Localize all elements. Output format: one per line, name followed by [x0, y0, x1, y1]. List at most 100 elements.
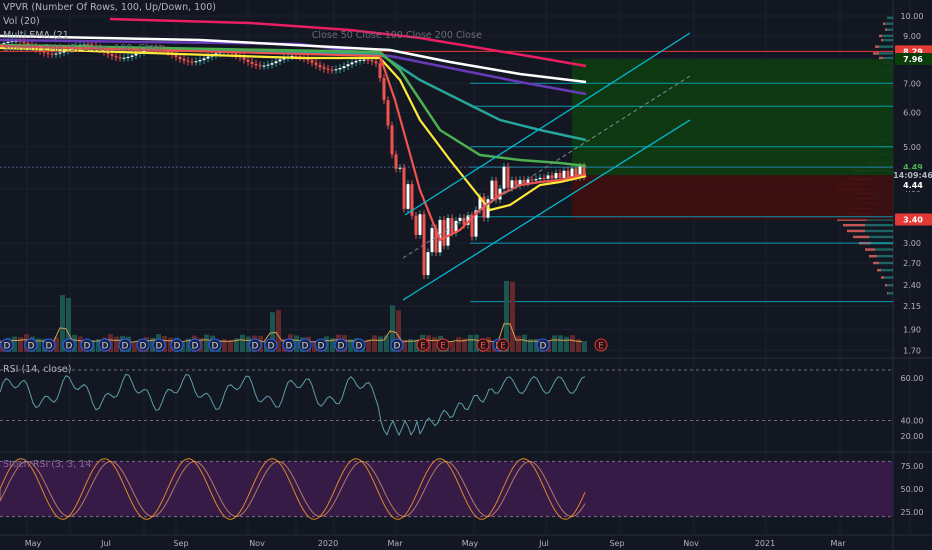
earnings-marker-label-1: E [440, 342, 446, 352]
volume-bar-86 [516, 336, 521, 352]
volume-bar-92 [552, 335, 557, 352]
candle-body-29 [119, 57, 122, 58]
vpvr-down-37 [873, 262, 879, 264]
candle-body-86 [347, 64, 350, 66]
time-label-7: Jul [538, 539, 549, 548]
candle-body-64 [259, 65, 262, 66]
legend-vpvr-text: VPVR (Number Of Rows, 100, Up/Down, 100) [3, 2, 216, 13]
time-label-11: Mar [830, 539, 846, 548]
time-label-6: May [462, 539, 479, 548]
dividend-marker-label-4: D [84, 342, 91, 352]
candle-body-63 [255, 64, 258, 65]
dividend-marker-label-6: D [122, 342, 129, 352]
legend-vol-text: Vol (20) [3, 16, 40, 27]
price-tick-11: 1.90 [903, 325, 921, 334]
candle-body-77 [311, 60, 314, 62]
vpvr-down-7 [879, 57, 883, 59]
vpvr-down-4 [881, 39, 883, 41]
candle-body-60 [243, 57, 246, 59]
candle-body-114 [459, 218, 462, 221]
volume-bar-85 [510, 282, 515, 352]
time-label-5: Mar [387, 539, 403, 548]
vpvr-down-36 [869, 255, 877, 257]
candle-body-48 [195, 61, 198, 62]
legend-multi-ema[interactable]: Multi EMA (21 Close 50 Close 100 Close 2… [3, 30, 482, 41]
vpvr-down-40 [885, 284, 887, 286]
candle-body-81 [327, 69, 330, 70]
dividend-marker-label-10: D [192, 342, 199, 352]
rsi-tick-1: 40.00 [901, 417, 924, 426]
dividend-marker-label-5: D [102, 342, 109, 352]
legend-smooth-ema-text: Smooth EMA (5, Close, 100, Close [3, 43, 164, 54]
volume-bar-76 [456, 337, 461, 352]
candle-body-106 [427, 252, 430, 275]
vpvr-down-6 [873, 52, 879, 54]
candle-body-80 [323, 67, 326, 69]
earnings-marker-label-2: E [480, 342, 486, 352]
vpvr-down-33 [853, 236, 869, 238]
candle-body-103 [415, 216, 418, 235]
candle-body-110 [443, 220, 446, 246]
candle-body-83 [335, 69, 338, 70]
candle-body-67 [271, 63, 274, 64]
candle-body-97 [391, 125, 394, 154]
candle-body-104 [419, 214, 422, 235]
candle-body-31 [127, 57, 130, 58]
volume-bar-97 [582, 341, 587, 352]
dividend-marker-label-9: D [174, 342, 181, 352]
volume-bar-72 [432, 337, 437, 352]
candle-body-101 [407, 184, 410, 209]
candle-body-61 [247, 60, 250, 62]
candle-body-122 [491, 181, 494, 200]
legend-smooth-ema[interactable]: Smooth EMA (5, Close, 100, Close [3, 43, 164, 54]
candle-body-49 [199, 60, 202, 61]
price-label-5: 3.40 [903, 216, 923, 225]
stoch-title[interactable]: Stoch RSI (3, 3, 14 [3, 459, 91, 470]
legend-vol[interactable]: Vol (20) [3, 16, 40, 27]
rsi-title[interactable]: RSI (14, close) [3, 364, 71, 375]
time-label-0: May [25, 539, 42, 548]
vpvr-down-3 [879, 35, 882, 37]
candle-body-84 [339, 68, 342, 69]
volume-bar-95 [570, 335, 575, 352]
candle-body-85 [343, 66, 346, 68]
candle-body-33 [135, 54, 138, 56]
candle-body-90 [363, 60, 366, 61]
volume-bar-94 [564, 337, 569, 352]
loss-zone [572, 175, 893, 219]
legend-multi-ema-text: Multi EMA (21 [3, 30, 69, 41]
time-label-3: Nov [249, 539, 265, 548]
dividend-marker-label-17: D [338, 342, 345, 352]
price-tick-7: 3.00 [903, 239, 921, 248]
vpvr-down-31 [843, 224, 865, 226]
candle-body-96 [387, 100, 390, 125]
candle-body-68 [275, 61, 278, 63]
candle-body-92 [371, 60, 374, 61]
stoch-tick-1: 50.00 [901, 485, 924, 494]
candle-body-50 [203, 58, 206, 60]
volume-bar-64 [384, 336, 389, 352]
candle-body-141 [567, 171, 570, 178]
dividend-marker-label-3: D [66, 342, 73, 352]
dividend-marker-label-2: D [46, 342, 53, 352]
volume-bar-75 [450, 341, 455, 352]
candle-body-134 [539, 178, 542, 179]
stoch-tick-0: 75.00 [901, 462, 924, 471]
candle-body-27 [111, 54, 114, 56]
time-label-8: Sep [609, 539, 624, 548]
legend-multi-ema-tail: Close 50 Close 100 Close 200 Close [312, 30, 482, 41]
earnings-marker-label-4: E [598, 342, 604, 352]
dividend-marker-label-1: D [28, 342, 35, 352]
legend-vpvr[interactable]: VPVR (Number Of Rows, 100, Up/Down, 100) [3, 2, 216, 13]
volume-bar-62 [372, 335, 377, 352]
earnings-marker-label-3: E [500, 342, 506, 352]
price-tick-12: 1.70 [903, 346, 921, 355]
candle-body-132 [531, 180, 534, 181]
stoch-rsi-pane [0, 459, 893, 520]
candle-body-87 [351, 62, 354, 64]
candle-body-62 [251, 62, 254, 64]
volume-bar-93 [558, 335, 563, 352]
dividend-marker-label-0: D [4, 342, 11, 352]
dividend-marker-label-8: D [156, 342, 163, 352]
